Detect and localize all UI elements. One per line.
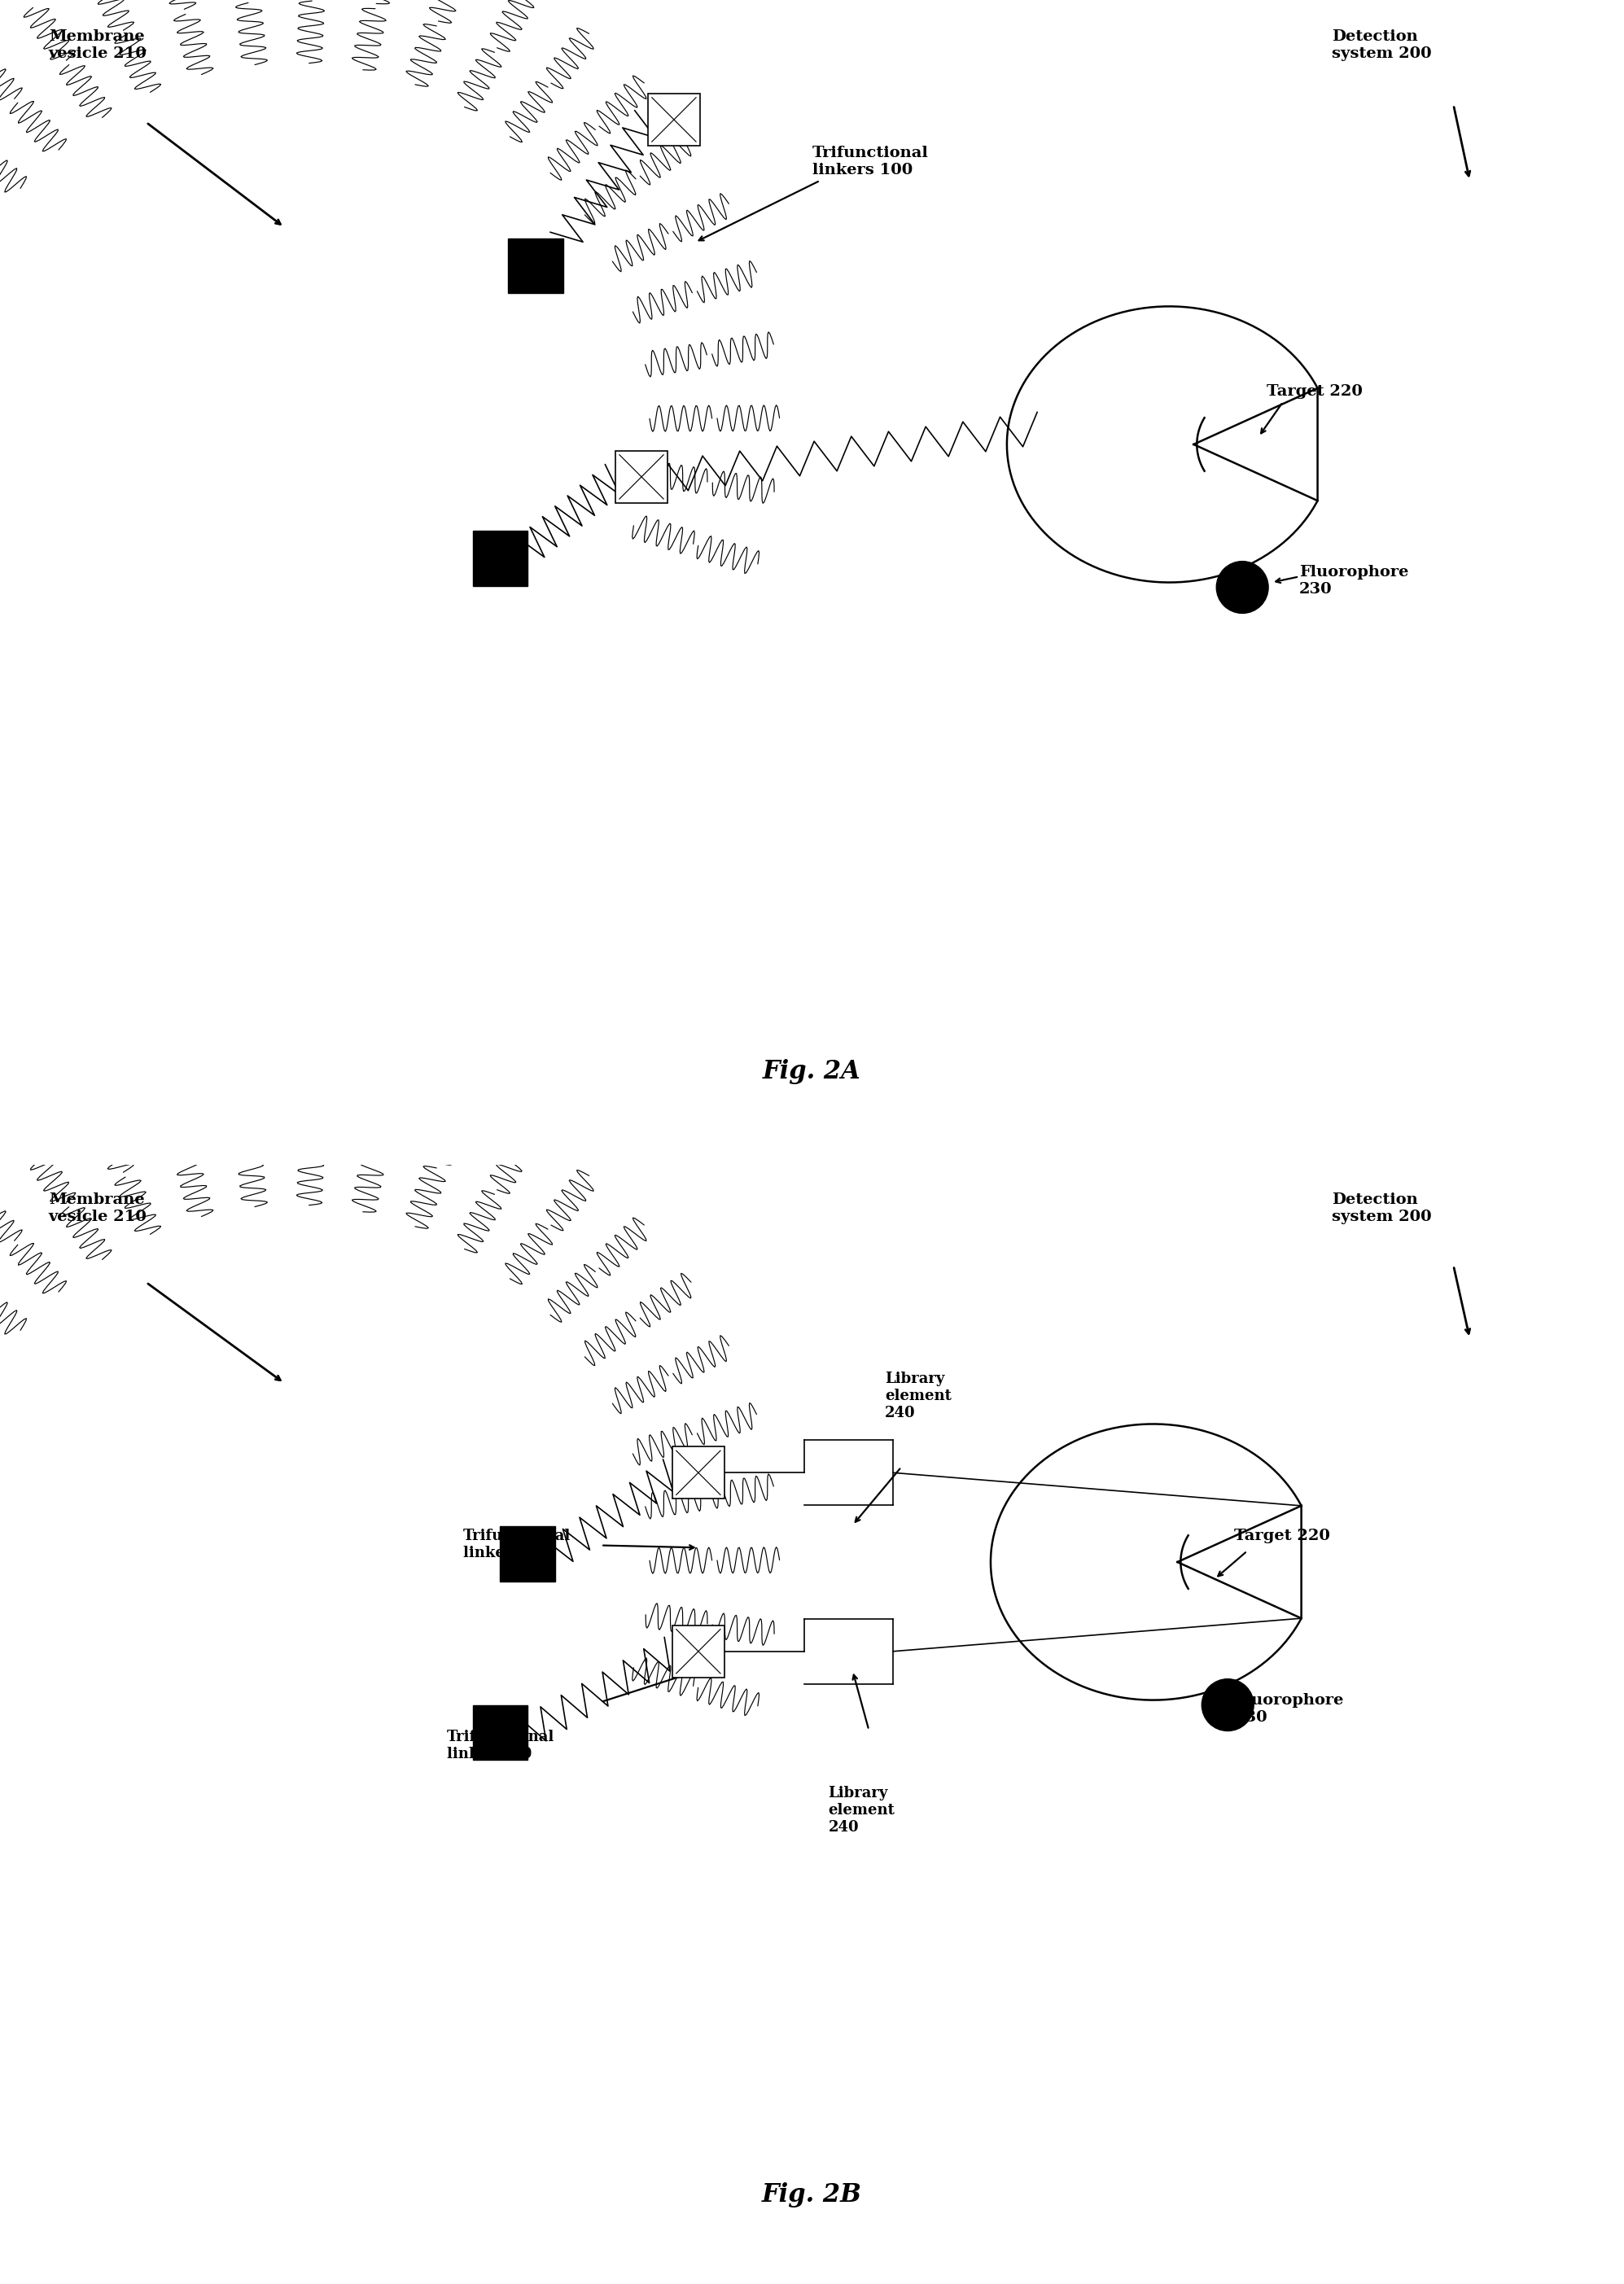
- Text: Target 220: Target 220: [1267, 384, 1363, 400]
- Circle shape: [1216, 562, 1268, 614]
- Text: Library
element
240: Library element 240: [885, 1373, 952, 1421]
- Text: Trifunctional
linker 100: Trifunctional linker 100: [447, 1729, 554, 1761]
- Circle shape: [1202, 1679, 1254, 1731]
- Bar: [473, 1704, 528, 1761]
- Text: Target 220: Target 220: [1234, 1528, 1330, 1544]
- Bar: [615, 450, 667, 502]
- Bar: [500, 1526, 555, 1581]
- Text: Fig. 2B: Fig. 2B: [762, 2181, 862, 2206]
- Text: Membrane
vesicle 210: Membrane vesicle 210: [49, 30, 148, 62]
- Text: Fluorophore
230: Fluorophore 230: [1299, 564, 1408, 596]
- Bar: [648, 94, 700, 146]
- Text: Detection
system 200: Detection system 200: [1332, 30, 1431, 62]
- Text: Detection
system 200: Detection system 200: [1332, 1192, 1431, 1224]
- Text: Fluorophore
230: Fluorophore 230: [1234, 1692, 1343, 1724]
- Bar: [508, 238, 564, 292]
- Bar: [473, 530, 528, 585]
- Text: Library
element
240: Library element 240: [828, 1786, 895, 1834]
- Text: Fig. 2A: Fig. 2A: [763, 1060, 861, 1085]
- Bar: [672, 1446, 724, 1498]
- Bar: [672, 1626, 724, 1676]
- Text: Membrane
vesicle 210: Membrane vesicle 210: [49, 1192, 148, 1224]
- Text: Trifunctional
linkers 100: Trifunctional linkers 100: [812, 146, 929, 178]
- Text: Trifunctional
linker 100: Trifunctional linker 100: [463, 1528, 570, 1560]
